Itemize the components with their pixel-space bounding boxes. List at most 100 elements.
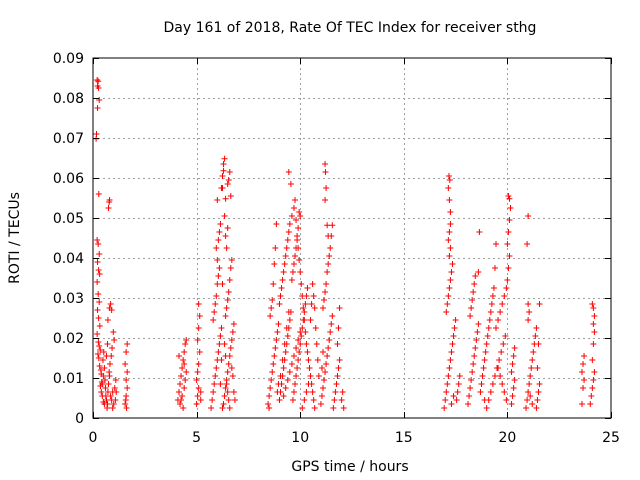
data-point bbox=[270, 281, 277, 287]
data-point bbox=[286, 369, 293, 375]
data-point bbox=[276, 301, 283, 307]
data-point bbox=[280, 269, 287, 275]
data-point bbox=[95, 191, 102, 197]
data-point bbox=[230, 321, 237, 327]
data-point bbox=[319, 305, 326, 311]
data-point bbox=[505, 229, 512, 235]
data-point bbox=[511, 345, 518, 351]
data-point bbox=[95, 315, 102, 321]
data-point bbox=[292, 197, 299, 203]
data-point bbox=[446, 177, 453, 183]
data-point bbox=[443, 389, 450, 395]
data-point bbox=[102, 377, 109, 383]
data-point bbox=[113, 389, 120, 395]
data-point bbox=[286, 317, 293, 323]
data-point bbox=[105, 205, 112, 211]
data-point bbox=[102, 385, 109, 391]
data-point bbox=[224, 297, 231, 303]
data-point bbox=[445, 237, 452, 243]
data-point bbox=[218, 357, 225, 363]
data-point bbox=[590, 377, 597, 383]
data-point bbox=[229, 329, 236, 335]
data-point bbox=[300, 317, 307, 323]
data-point bbox=[227, 193, 234, 199]
data-point bbox=[311, 405, 318, 411]
data-point bbox=[293, 245, 300, 251]
data-point bbox=[217, 221, 224, 227]
data-point bbox=[591, 313, 598, 319]
data-point bbox=[225, 397, 232, 403]
data-point bbox=[525, 317, 532, 323]
data-point bbox=[217, 381, 224, 387]
y-tick-labels: 0 0.01 0.02 0.03 0.04 0.05 0.06 0.07 0.08 0.09 bbox=[53, 51, 84, 427]
data-point bbox=[293, 373, 300, 379]
data-point bbox=[315, 373, 322, 379]
data-point bbox=[534, 397, 541, 403]
data-point bbox=[109, 405, 116, 411]
y-tick-label: 0.03 bbox=[53, 291, 84, 307]
x-tick-label: 25 bbox=[602, 430, 620, 446]
data-point bbox=[288, 361, 295, 367]
data-point bbox=[96, 323, 103, 329]
data-point bbox=[221, 155, 228, 162]
data-point bbox=[220, 161, 227, 167]
data-point bbox=[94, 259, 101, 265]
data-point bbox=[523, 405, 530, 411]
data-point bbox=[99, 381, 106, 387]
data-point bbox=[501, 389, 508, 395]
data-point bbox=[312, 325, 319, 331]
data-point bbox=[197, 389, 204, 395]
data-point bbox=[307, 373, 314, 379]
data-point bbox=[322, 169, 329, 175]
data-point bbox=[506, 195, 513, 202]
data-point bbox=[473, 337, 480, 343]
data-point bbox=[100, 349, 107, 355]
data-point bbox=[288, 213, 295, 219]
axis-ticks bbox=[93, 58, 612, 419]
data-point bbox=[449, 261, 456, 267]
data-point bbox=[182, 377, 189, 383]
data-point bbox=[268, 305, 275, 311]
data-point bbox=[182, 341, 189, 347]
data-point bbox=[95, 291, 102, 297]
data-point bbox=[211, 309, 218, 315]
data-point bbox=[104, 341, 111, 347]
data-point bbox=[484, 333, 491, 339]
data-point bbox=[329, 222, 336, 229]
data-point bbox=[96, 299, 103, 305]
data-point bbox=[196, 313, 203, 319]
data-point bbox=[194, 393, 201, 399]
data-point bbox=[470, 289, 477, 295]
data-point bbox=[307, 317, 314, 323]
data-point bbox=[270, 361, 277, 367]
data-point bbox=[285, 229, 292, 235]
data-point bbox=[483, 405, 490, 411]
data-point bbox=[98, 389, 105, 395]
data-point bbox=[112, 377, 119, 383]
data-point bbox=[123, 405, 130, 411]
data-point bbox=[475, 321, 482, 327]
data-point bbox=[123, 349, 130, 355]
y-tick-label: 0.04 bbox=[53, 251, 84, 267]
data-point bbox=[302, 301, 309, 307]
data-point bbox=[453, 397, 460, 403]
data-point bbox=[219, 173, 226, 179]
data-point bbox=[96, 251, 103, 257]
data-point bbox=[322, 289, 329, 295]
data-point bbox=[493, 325, 500, 331]
x-tick-labels: 0 5 10 15 20 25 bbox=[89, 430, 620, 446]
data-point bbox=[321, 297, 328, 303]
data-point bbox=[321, 377, 328, 383]
data-point bbox=[445, 293, 452, 299]
data-point bbox=[228, 337, 235, 343]
data-point bbox=[181, 385, 188, 391]
data-point bbox=[444, 301, 451, 307]
data-point bbox=[94, 331, 101, 337]
data-point bbox=[445, 173, 452, 179]
data-point bbox=[97, 347, 104, 353]
x-tick-label: 10 bbox=[291, 430, 309, 446]
data-point bbox=[224, 389, 231, 395]
data-point bbox=[124, 369, 131, 375]
data-point bbox=[446, 229, 453, 235]
data-point bbox=[301, 309, 308, 315]
